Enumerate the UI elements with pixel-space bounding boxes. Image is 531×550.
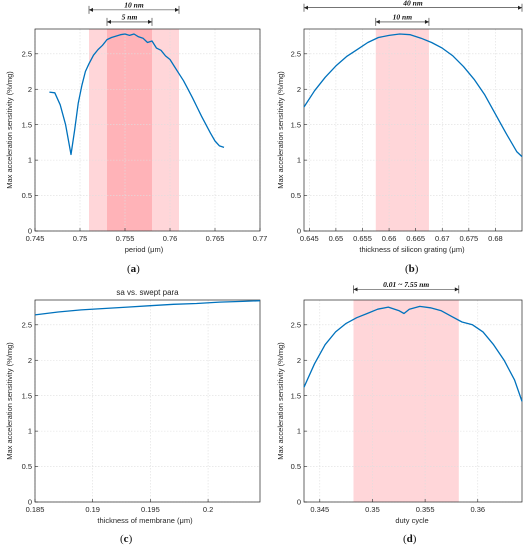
x-axis-label: period (μm) xyxy=(125,245,164,254)
y-tick-label: 2.5 xyxy=(291,49,301,58)
panel-label: (c) xyxy=(120,533,133,545)
x-tick-label: 0.355 xyxy=(416,505,435,514)
y-tick-label: 1 xyxy=(28,427,32,436)
x-tick-label: 0.65 xyxy=(329,234,344,243)
x-tick-label: 0.765 xyxy=(206,234,225,243)
y-tick-label: 1 xyxy=(28,156,32,165)
x-tick-label: 0.36 xyxy=(470,505,485,514)
y-tick-label: 0.5 xyxy=(22,191,32,200)
arrow-head xyxy=(148,19,152,24)
y-tick-label: 2.5 xyxy=(291,320,301,329)
y-tick-label: 0 xyxy=(28,498,32,507)
dimension-arrow: 40 nm xyxy=(303,0,523,12)
y-tick-label: 1.5 xyxy=(291,391,301,400)
x-tick-label: 0.195 xyxy=(141,505,160,514)
y-tick-label: 2 xyxy=(28,85,32,94)
y-axis-label: Max acceleration sensitivity (%/mg) xyxy=(5,342,14,460)
axes-frame xyxy=(34,28,261,232)
x-tick-label: 0.655 xyxy=(353,234,372,243)
arrow-head xyxy=(454,287,459,292)
arrow-head xyxy=(375,19,380,24)
panel-c: 0.185 0.19 0.195 0.2 0 0.5 1 1.5 2 2.5 sa vs. swep… xyxy=(5,288,261,545)
chart-title: sa vs. swept para xyxy=(116,288,179,297)
y-tick-label: 0.5 xyxy=(291,462,301,471)
dimension-arrow: 5 nm xyxy=(106,12,153,26)
y-tick-label: 1 xyxy=(297,427,301,436)
x-tick-label: 0.185 xyxy=(26,505,45,514)
annotation-label: 0.01 ~ 7.55 nm xyxy=(383,280,429,289)
x-tick-label: 0.675 xyxy=(459,234,478,243)
panel-label: (b) xyxy=(405,263,419,275)
arrow-head xyxy=(175,7,179,12)
y-axis-label: Max acceleration sensitivity (%/mg) xyxy=(5,71,14,189)
panel-a: 0.745 0.75 0.755 0.76 0.765 0.77 0 0.5 1 1.5 2 2.5 1… xyxy=(5,0,267,275)
y-tick-label: 2.5 xyxy=(22,49,32,58)
y-axis-label: Max acceleration sensitivity (%/mg) xyxy=(276,71,285,189)
y-tick-label: 0.5 xyxy=(291,191,301,200)
panel-b: 0.645 0.65 0.655 0.66 0.665 0.67 0.675 0.68 0 0.5… xyxy=(276,0,523,275)
y-tick-label: 2 xyxy=(297,356,301,365)
arrow-head xyxy=(424,19,429,24)
y-tick-label: 2.5 xyxy=(22,320,32,329)
arrow-head xyxy=(89,7,93,12)
series-line xyxy=(303,305,523,402)
x-tick-label: 0.35 xyxy=(365,505,380,514)
highlight-band xyxy=(353,300,459,502)
x-tick-label: 0.66 xyxy=(382,234,397,243)
panel-label: (a) xyxy=(127,263,140,275)
y-tick-label: 0 xyxy=(28,227,32,236)
y-tick-label: 2 xyxy=(297,85,301,94)
annotation-label: 10 nm xyxy=(124,0,144,9)
highlight-band xyxy=(375,29,429,231)
x-tick-label: 0.645 xyxy=(300,234,319,243)
arrow-head xyxy=(518,5,522,10)
y-tick-label: 2 xyxy=(28,356,32,365)
highlight-band xyxy=(107,29,152,231)
axes-frame xyxy=(303,28,523,232)
dimension-arrow: 0.01 ~ 7.55 nm xyxy=(353,280,460,294)
y-tick-label: 1 xyxy=(297,156,301,165)
annotation-label: 10 nm xyxy=(393,12,413,21)
annotation-label: 40 nm xyxy=(402,0,423,7)
y-tick-label: 1.5 xyxy=(22,391,32,400)
series-line xyxy=(303,33,523,158)
plot-area xyxy=(35,300,260,502)
arrow-head xyxy=(304,5,308,10)
x-axis-label: thickness of membrane (μm) xyxy=(97,516,193,525)
x-tick-label: 0.67 xyxy=(435,234,450,243)
y-tick-label: 0 xyxy=(297,498,301,507)
series-line xyxy=(34,300,261,316)
x-tick-label: 0.2 xyxy=(203,505,213,514)
x-tick-label: 0.755 xyxy=(116,234,135,243)
x-tick-label: 0.745 xyxy=(26,234,45,243)
dimension-arrow: 10 nm xyxy=(88,0,180,14)
y-tick-label: 0.5 xyxy=(22,462,32,471)
annotation-label: 5 nm xyxy=(122,12,138,21)
arrow-head xyxy=(353,287,358,292)
arrow-head xyxy=(107,19,111,24)
x-tick-label: 0.75 xyxy=(73,234,88,243)
x-tick-label: 0.76 xyxy=(163,234,178,243)
x-tick-label: 0.77 xyxy=(253,234,268,243)
x-axis-label: duty cycle xyxy=(395,516,428,525)
panel-d: 0.345 0.35 0.355 0.36 0 0.5 1 1.5 2 2.5 0.01 ~ 7.5… xyxy=(276,280,523,545)
y-axis-label: Max acceleration sensitivity (%/mg) xyxy=(276,342,285,460)
series-line xyxy=(49,33,225,156)
y-tick-label: 1.5 xyxy=(291,120,301,129)
x-tick-label: 0.19 xyxy=(85,505,100,514)
axes-frame xyxy=(34,299,261,503)
x-tick-label: 0.345 xyxy=(310,505,329,514)
dimension-arrow: 10 nm xyxy=(375,12,430,26)
panel-label: (d) xyxy=(403,533,417,545)
y-tick-label: 0 xyxy=(297,227,301,236)
y-tick-label: 1.5 xyxy=(22,120,32,129)
x-tick-label: 0.665 xyxy=(406,234,425,243)
x-tick-label: 0.68 xyxy=(488,234,503,243)
x-axis-label: thickness of silicon grating (μm) xyxy=(359,245,465,254)
